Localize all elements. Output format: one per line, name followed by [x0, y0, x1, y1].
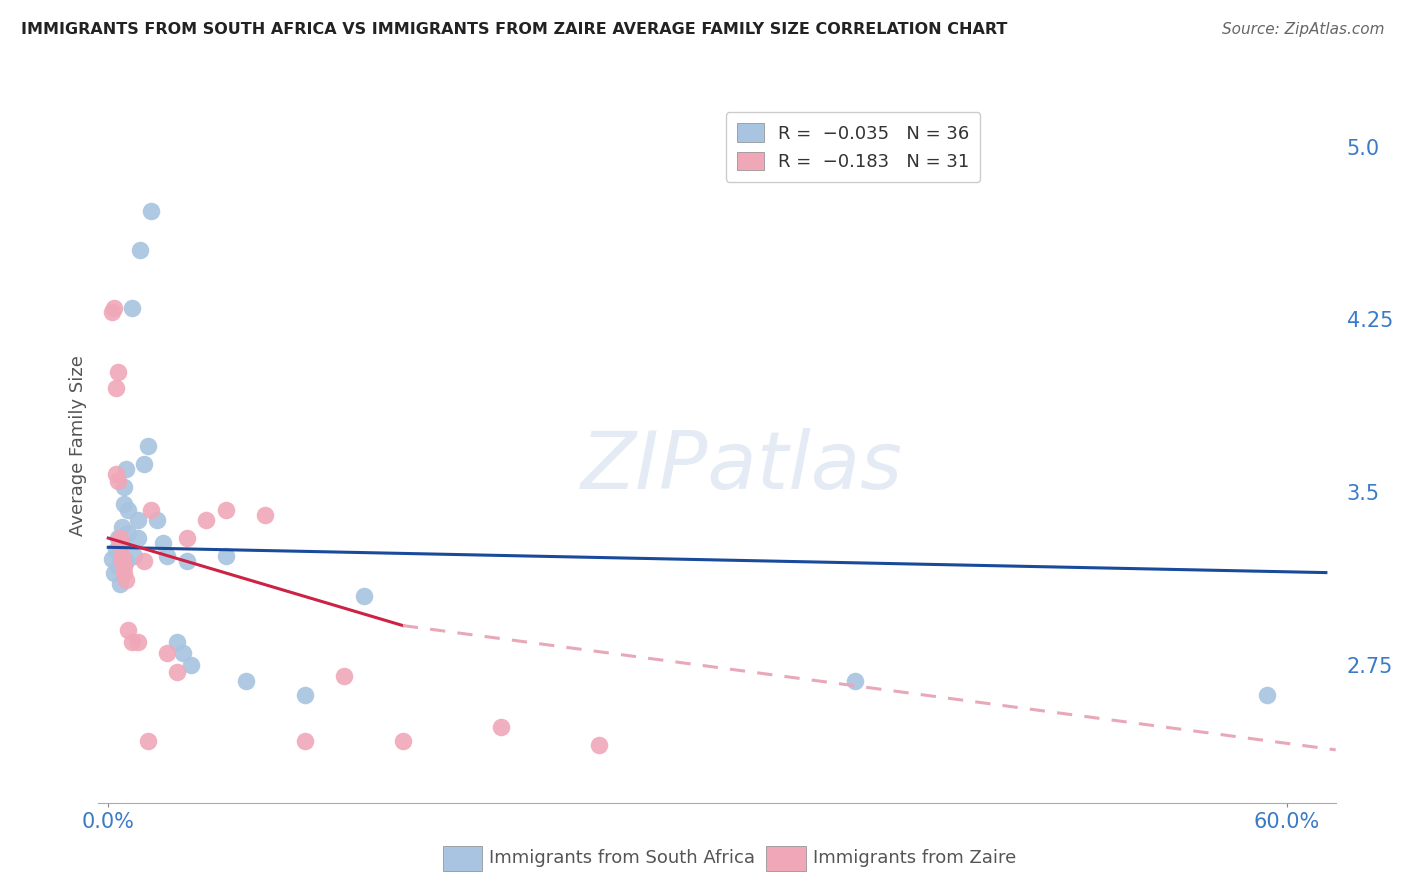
Point	[1256, 688, 1278, 702]
Point	[166, 665, 188, 679]
Point	[105, 467, 128, 481]
Point	[176, 554, 198, 568]
Point	[111, 549, 134, 564]
Point	[215, 549, 238, 564]
Point	[176, 531, 198, 545]
Point	[108, 549, 131, 564]
Point	[101, 305, 124, 319]
Point	[103, 566, 125, 580]
Point	[141, 204, 163, 219]
Point	[844, 673, 866, 688]
Text: Source: ZipAtlas.com: Source: ZipAtlas.com	[1222, 22, 1385, 37]
Point	[195, 513, 218, 527]
Point	[215, 503, 238, 517]
Point	[152, 535, 174, 549]
Y-axis label: Average Family Size: Average Family Size	[69, 356, 87, 536]
Point	[108, 535, 131, 549]
Point	[127, 513, 149, 527]
Point	[254, 508, 277, 522]
Point	[333, 669, 356, 683]
Point	[112, 566, 135, 580]
Legend: R =  −0.035   N = 36, R =  −0.183   N = 31: R = −0.035 N = 36, R = −0.183 N = 31	[725, 112, 980, 182]
Point	[235, 673, 257, 688]
Point	[103, 301, 125, 315]
Point	[111, 535, 134, 549]
Point	[107, 365, 129, 379]
Point	[180, 657, 202, 672]
Text: IMMIGRANTS FROM SOUTH AFRICA VS IMMIGRANTS FROM ZAIRE AVERAGE FAMILY SIZE CORREL: IMMIGRANTS FROM SOUTH AFRICA VS IMMIGRAN…	[21, 22, 1008, 37]
Point	[588, 738, 610, 752]
Point	[392, 733, 415, 747]
Point	[127, 531, 149, 545]
Point	[108, 577, 131, 591]
Text: Immigrants from Zaire: Immigrants from Zaire	[813, 849, 1017, 867]
Point	[105, 381, 128, 395]
Point	[128, 244, 150, 258]
Point	[136, 733, 159, 747]
Point	[115, 462, 138, 476]
Point	[117, 526, 139, 541]
Point	[353, 589, 375, 603]
Point	[101, 551, 124, 566]
Point	[108, 531, 131, 545]
Point	[122, 549, 145, 564]
Point	[112, 497, 135, 511]
Point	[107, 531, 129, 545]
Point	[121, 634, 143, 648]
Point	[117, 623, 139, 637]
Point	[115, 554, 138, 568]
Point	[141, 503, 163, 517]
Point	[121, 301, 143, 315]
Point	[111, 554, 134, 568]
Point	[108, 538, 131, 552]
Point	[107, 474, 129, 488]
Point	[132, 458, 155, 472]
Point	[294, 733, 316, 747]
Point	[105, 542, 128, 557]
Point	[156, 549, 179, 564]
Point	[111, 519, 134, 533]
Text: ZIPatlas: ZIPatlas	[581, 428, 903, 507]
Point	[156, 646, 179, 660]
Point	[172, 646, 194, 660]
Point	[112, 558, 135, 573]
Point	[489, 720, 512, 734]
Point	[107, 558, 129, 573]
Text: Immigrants from South Africa: Immigrants from South Africa	[489, 849, 755, 867]
Point	[112, 480, 135, 494]
Point	[146, 513, 169, 527]
Point	[127, 634, 149, 648]
Point	[294, 688, 316, 702]
Point	[136, 439, 159, 453]
Point	[115, 573, 138, 587]
Point	[117, 503, 139, 517]
Point	[132, 554, 155, 568]
Point	[166, 634, 188, 648]
